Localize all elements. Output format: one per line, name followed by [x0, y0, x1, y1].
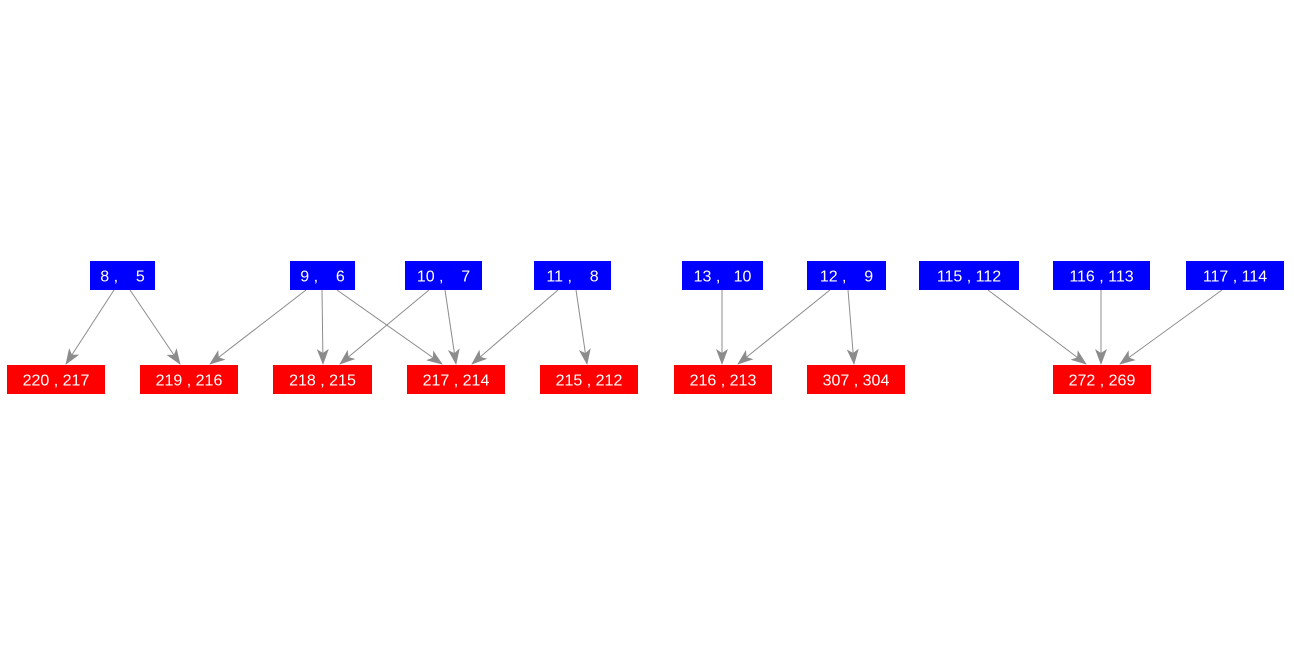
target-node: 272 , 269: [1053, 365, 1151, 394]
source-node-box: [290, 261, 355, 290]
target-node: 220 , 217: [7, 365, 105, 394]
target-node: 215 , 212: [540, 365, 638, 394]
source-node: 115 , 112: [919, 261, 1019, 290]
target-node-box: [1053, 365, 1151, 394]
source-node-box: [1186, 261, 1284, 290]
target-node-label: 215 , 212: [556, 373, 623, 390]
source-node-label: 11 , 8: [546, 269, 598, 286]
edge-s1-to-t2: [129, 289, 181, 365]
edge-s2-to-t4: [336, 289, 443, 365]
source-node: 117 , 114: [1186, 261, 1284, 290]
target-node-label: 218 , 215: [289, 373, 356, 390]
source-node: 12 , 9: [807, 261, 886, 290]
edge-s6-to-t7: [846, 289, 859, 365]
source-node-label: 10 , 7: [417, 269, 470, 286]
target-node-label: 307 , 304: [823, 373, 890, 390]
source-node-label: 115 , 112: [937, 269, 1001, 286]
edge-s3-to-t4: [444, 289, 460, 365]
target-node: 219 , 216: [140, 365, 238, 394]
source-node: 116 , 113: [1053, 261, 1150, 290]
target-node-box: [674, 365, 772, 394]
source-node-box: [1053, 261, 1150, 290]
nodes-layer: 8 , 5 9 , 6 10 , 7 11 , 8 13 , 10 12 , 9 115 ,…: [7, 261, 1284, 394]
source-node: 9 , 6: [290, 261, 355, 290]
source-node-label: 8 , 5: [100, 269, 145, 286]
edge-s4-to-t4: [471, 289, 559, 365]
source-node-label: 116 , 113: [1069, 269, 1133, 286]
target-node: 217 , 214: [407, 365, 505, 394]
source-node: 13 , 10: [682, 261, 763, 290]
target-node: 218 , 215: [273, 365, 372, 394]
target-node-box: [807, 365, 905, 394]
edge-s2-to-t2: [209, 289, 307, 365]
target-node: 307 , 304: [807, 365, 905, 394]
target-node-label: 220 , 217: [23, 373, 90, 390]
target-node-label: 216 , 213: [690, 373, 757, 390]
source-node-box: [405, 261, 482, 290]
target-node-box: [540, 365, 638, 394]
source-node: 11 , 8: [534, 261, 611, 290]
edge-s2-to-t3: [316, 289, 329, 365]
target-node-box: [140, 365, 238, 394]
target-node-label: 217 , 214: [423, 373, 490, 390]
source-node-box: [919, 261, 1019, 290]
edge-s9-to-t8: [1119, 289, 1223, 365]
target-node: 216 , 213: [674, 365, 772, 394]
target-node-box: [7, 365, 105, 394]
source-node: 10 , 7: [405, 261, 482, 290]
source-node-box: [807, 261, 886, 290]
source-node-label: 9 , 6: [300, 269, 345, 286]
target-node-label: 219 , 216: [156, 373, 223, 390]
source-node: 8 , 5: [90, 261, 155, 290]
edge-s3-to-t3: [339, 289, 430, 365]
source-node-box: [90, 261, 155, 290]
edge-s7-to-t8: [987, 289, 1087, 365]
edges-layer: [65, 289, 1223, 365]
source-node-box: [682, 261, 763, 290]
edge-s1-to-t1: [65, 289, 115, 365]
target-node-box: [407, 365, 505, 394]
source-node-label: 13 , 10: [694, 269, 752, 286]
target-node-label: 272 , 269: [1069, 373, 1136, 390]
source-node-label: 117 , 114: [1203, 269, 1267, 286]
edge-s6-to-t6: [737, 289, 831, 365]
source-node-box: [534, 261, 611, 290]
edge-s4-to-t5: [575, 289, 591, 365]
target-node-box: [273, 365, 372, 394]
source-node-label: 12 , 9: [820, 269, 873, 286]
